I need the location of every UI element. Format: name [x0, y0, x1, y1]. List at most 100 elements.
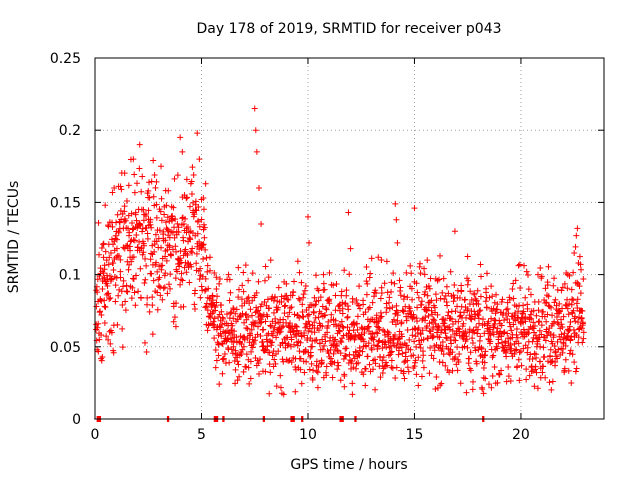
- data-point: [409, 296, 416, 303]
- data-point: [275, 284, 282, 291]
- data-point: [542, 285, 549, 292]
- data-point: [568, 301, 575, 308]
- data-point: [304, 213, 311, 220]
- data-point: [164, 226, 171, 233]
- data-point: [288, 336, 295, 343]
- data-point: [379, 357, 386, 364]
- data-point: [161, 284, 168, 291]
- data-point: [561, 330, 568, 337]
- data-point: [385, 352, 392, 359]
- data-point: [233, 318, 240, 325]
- data-point: [560, 339, 567, 346]
- data-point: [488, 283, 495, 290]
- data-point: [363, 343, 370, 350]
- data-point: [574, 279, 581, 286]
- data-point: [235, 294, 242, 301]
- data-point: [559, 305, 566, 312]
- data-point: [441, 320, 448, 327]
- data-point: [98, 332, 105, 339]
- data-point: [458, 288, 465, 295]
- data-point: [476, 308, 483, 315]
- data-point: [560, 313, 567, 320]
- data-point: [439, 339, 446, 346]
- data-point: [224, 335, 231, 342]
- data-point: [387, 343, 394, 350]
- data-point: [475, 315, 482, 322]
- data-point: [253, 148, 260, 155]
- data-point: [445, 350, 452, 357]
- data-point: [211, 270, 218, 277]
- data-point: [469, 339, 476, 346]
- data-point: [123, 288, 130, 295]
- data-point: [361, 325, 368, 332]
- data-point: [575, 334, 582, 341]
- data-point: [508, 350, 515, 357]
- data-point: [420, 364, 427, 371]
- data-point: [498, 367, 505, 374]
- data-point: [348, 332, 355, 339]
- data-point: [100, 240, 107, 247]
- data-point: [447, 334, 454, 341]
- data-point: [507, 342, 514, 349]
- data-point: [430, 355, 437, 362]
- data-point: [414, 318, 421, 325]
- data-point: [118, 216, 125, 223]
- data-point: [378, 313, 385, 320]
- data-point: [551, 275, 558, 282]
- data-point: [386, 294, 393, 301]
- data-point: [121, 170, 128, 177]
- data-point: [299, 301, 306, 308]
- data-point: [102, 304, 109, 311]
- data-point: [113, 236, 120, 243]
- data-point: [552, 348, 559, 355]
- data-point: [171, 234, 178, 241]
- data-point: [513, 346, 520, 353]
- data-point: [187, 236, 194, 243]
- data-point: [548, 322, 555, 329]
- data-point: [235, 286, 242, 293]
- data-point: [439, 359, 446, 366]
- data-point: [315, 364, 322, 371]
- data-point: [353, 320, 360, 327]
- data-point: [105, 261, 112, 268]
- data-point: [503, 378, 510, 385]
- data-point: [468, 316, 475, 323]
- data-point: [353, 297, 360, 304]
- data-point: [515, 356, 522, 363]
- data-point: [385, 339, 392, 346]
- data-point: [234, 377, 241, 384]
- data-point: [310, 367, 317, 374]
- data-point: [406, 303, 413, 310]
- data-point: [117, 268, 124, 275]
- data-point: [469, 328, 476, 335]
- data-point: [142, 276, 149, 283]
- data-point: [501, 317, 508, 324]
- data-point: [108, 329, 115, 336]
- data-point: [449, 349, 456, 356]
- data-point: [570, 297, 577, 304]
- data-point: [337, 350, 344, 357]
- data-point: [213, 274, 220, 281]
- data-point: [258, 319, 265, 326]
- data-point: [415, 294, 422, 301]
- data-point: [512, 277, 519, 284]
- data-point: [264, 296, 271, 303]
- data-point: [340, 332, 347, 339]
- data-point: [425, 312, 432, 319]
- data-point: [313, 298, 320, 305]
- data-point: [365, 340, 372, 347]
- data-point: [159, 262, 166, 269]
- data-point: [482, 298, 489, 305]
- data-point: [398, 320, 405, 327]
- data-point: [393, 344, 400, 351]
- data-point: [249, 344, 256, 351]
- data-point: [447, 315, 454, 322]
- data-point: [200, 221, 207, 228]
- data-point: [171, 314, 178, 321]
- data-point: [106, 219, 113, 226]
- data-point: [271, 324, 278, 331]
- data-point: [475, 312, 482, 319]
- data-point: [230, 305, 237, 312]
- data-point: [325, 350, 332, 357]
- data-point: [302, 348, 309, 355]
